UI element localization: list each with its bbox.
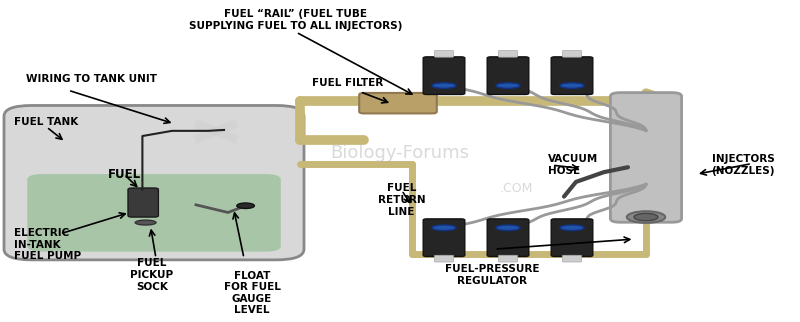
Text: ELECTRIC
IN-TANK
FUEL PUMP: ELECTRIC IN-TANK FUEL PUMP	[14, 228, 82, 261]
FancyBboxPatch shape	[551, 57, 593, 94]
Ellipse shape	[627, 211, 666, 223]
FancyBboxPatch shape	[562, 51, 582, 57]
Ellipse shape	[432, 225, 456, 231]
FancyBboxPatch shape	[487, 57, 529, 94]
FancyBboxPatch shape	[487, 219, 529, 257]
FancyBboxPatch shape	[423, 57, 465, 94]
FancyBboxPatch shape	[359, 93, 437, 113]
FancyBboxPatch shape	[27, 174, 281, 251]
Ellipse shape	[237, 203, 254, 209]
FancyBboxPatch shape	[610, 93, 682, 222]
Text: FUEL “RAIL” (FUEL TUBE
SUPPLYING FUEL TO ALL INJECTORS): FUEL “RAIL” (FUEL TUBE SUPPLYING FUEL TO…	[190, 9, 402, 31]
FancyBboxPatch shape	[128, 188, 158, 217]
Ellipse shape	[432, 83, 456, 88]
Ellipse shape	[560, 225, 584, 231]
Text: FUEL
PICKUP
SOCK: FUEL PICKUP SOCK	[130, 258, 174, 291]
Ellipse shape	[634, 213, 658, 221]
Text: .COM: .COM	[499, 182, 533, 194]
Text: FLOAT
FOR FUEL
GAUGE
LEVEL: FLOAT FOR FUEL GAUGE LEVEL	[223, 270, 281, 315]
FancyBboxPatch shape	[498, 255, 518, 262]
FancyBboxPatch shape	[423, 219, 465, 257]
Text: WIRING TO TANK UNIT: WIRING TO TANK UNIT	[26, 74, 157, 84]
Ellipse shape	[496, 83, 520, 88]
Text: FUEL TANK: FUEL TANK	[14, 117, 78, 127]
Text: Biology-Forums: Biology-Forums	[330, 144, 470, 162]
FancyBboxPatch shape	[434, 255, 454, 262]
Text: FUEL-PRESSURE
REGULATOR: FUEL-PRESSURE REGULATOR	[445, 264, 539, 286]
FancyBboxPatch shape	[434, 51, 454, 57]
FancyBboxPatch shape	[4, 106, 304, 260]
Text: FUEL
RETURN
LINE: FUEL RETURN LINE	[378, 184, 426, 217]
Text: INJECTORS
(NOZZLES): INJECTORS (NOZZLES)	[711, 154, 774, 176]
Ellipse shape	[496, 225, 520, 231]
FancyBboxPatch shape	[562, 255, 582, 262]
Ellipse shape	[560, 83, 584, 88]
Ellipse shape	[135, 220, 156, 225]
Text: FUEL: FUEL	[107, 168, 141, 181]
Text: FUEL FILTER: FUEL FILTER	[312, 78, 384, 88]
FancyBboxPatch shape	[551, 219, 593, 257]
FancyBboxPatch shape	[498, 51, 518, 57]
Text: VACUUM
HOSE: VACUUM HOSE	[548, 154, 598, 176]
